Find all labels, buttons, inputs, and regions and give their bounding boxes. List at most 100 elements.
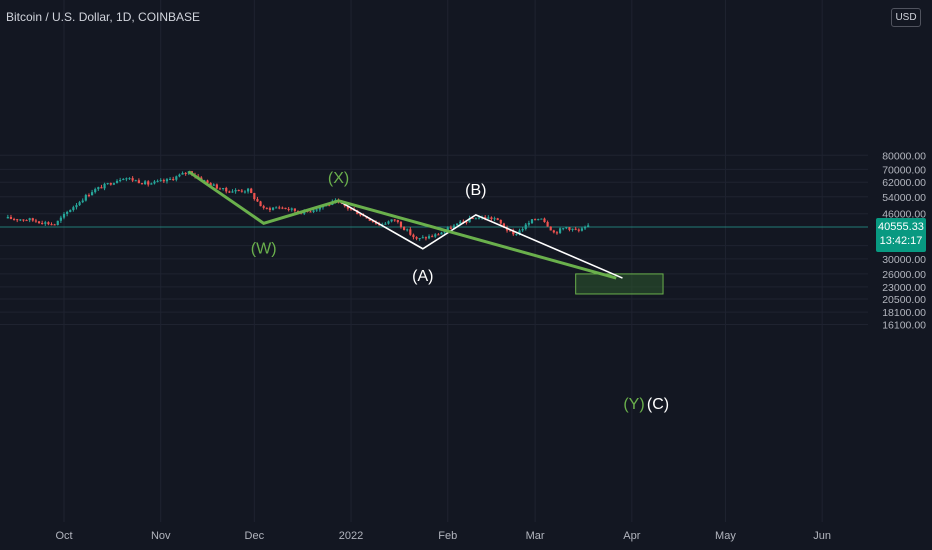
wave-label-a: (A) xyxy=(412,268,433,285)
candle-body xyxy=(487,217,490,219)
candle-body xyxy=(562,228,565,230)
candle-body xyxy=(144,181,147,185)
candle-body xyxy=(474,218,477,220)
candle-body xyxy=(465,221,468,223)
currency-badge[interactable]: USD xyxy=(891,8,921,27)
candle-body xyxy=(434,234,437,237)
candle-body xyxy=(583,227,587,229)
candle-body xyxy=(9,216,13,219)
y-tick-label: 18100.00 xyxy=(882,307,926,319)
candle-body xyxy=(228,191,231,193)
candle-body xyxy=(456,223,459,226)
candle-body xyxy=(509,230,512,232)
symbol-title[interactable]: Bitcoin / U.S. Dollar, 1D, COINBASE xyxy=(6,10,201,24)
candle-body xyxy=(368,218,371,221)
candle-body xyxy=(278,207,281,209)
candle-body xyxy=(424,237,428,239)
candle-body xyxy=(449,227,452,229)
candle-body xyxy=(150,183,153,185)
candle-body xyxy=(147,181,150,185)
candle-body xyxy=(468,217,471,223)
candle-body xyxy=(234,190,237,192)
candle-body xyxy=(62,213,66,218)
candle-body xyxy=(256,199,259,202)
candle-body xyxy=(312,210,315,212)
candle-body xyxy=(53,224,56,226)
candle-body xyxy=(162,180,165,182)
x-tick-label: Jun xyxy=(813,530,831,542)
candle-body xyxy=(452,225,456,229)
y-tick-label: 26000.00 xyxy=(882,269,926,281)
candle-body xyxy=(565,227,568,229)
candle-body xyxy=(290,208,293,210)
candle-body xyxy=(390,219,393,222)
candle-body xyxy=(409,229,412,235)
candle-body xyxy=(546,222,549,227)
candle-body xyxy=(253,193,256,200)
y-tick-label: 23000.00 xyxy=(882,282,926,294)
candle-body xyxy=(427,236,431,239)
candle-body xyxy=(259,201,262,207)
candle-body xyxy=(518,230,521,235)
candle-body xyxy=(537,219,540,221)
candle-body xyxy=(346,206,350,209)
wave-label-w: (W) xyxy=(251,240,277,257)
candle-body xyxy=(315,209,318,211)
candle-body xyxy=(265,207,268,209)
candle-body xyxy=(406,229,409,231)
candle-body xyxy=(293,208,296,211)
candle-body xyxy=(78,202,81,206)
candle-body xyxy=(527,223,530,225)
candle-body xyxy=(137,180,140,184)
candle-body xyxy=(109,183,112,185)
candle-body xyxy=(499,219,502,224)
candle-body xyxy=(128,178,131,180)
candle-body xyxy=(172,178,175,180)
candle-body xyxy=(534,219,537,221)
candle-body xyxy=(543,218,546,223)
candle-body xyxy=(250,188,253,194)
x-tick-label: Feb xyxy=(438,530,457,542)
candle-body xyxy=(502,223,506,228)
y-tick-label: 54000.00 xyxy=(882,192,926,204)
wave-label-x: (X) xyxy=(328,170,349,187)
candle-body xyxy=(281,207,284,209)
candle-body xyxy=(184,172,187,174)
wave-label-y: (Y) xyxy=(623,396,644,413)
candle-body xyxy=(421,237,424,239)
candle-body xyxy=(440,232,443,235)
candle-body xyxy=(19,219,22,221)
candle-body xyxy=(22,219,25,221)
candle-body xyxy=(90,192,94,196)
x-tick-label: Dec xyxy=(245,530,265,542)
wave-label-b: (B) xyxy=(465,182,486,199)
x-axis: Oct Nov Dec 2022 Feb Mar Apr May Jun xyxy=(55,530,831,542)
candle-body xyxy=(47,222,50,225)
x-tick-label: Nov xyxy=(151,530,171,542)
candle-body xyxy=(50,224,53,226)
candle-body xyxy=(540,218,543,220)
candle-body xyxy=(349,208,353,210)
candle-body xyxy=(524,224,527,229)
x-tick-label: Mar xyxy=(526,530,545,542)
candle-body xyxy=(140,183,144,185)
candle-body xyxy=(84,195,87,201)
candle-body xyxy=(359,214,362,216)
candle-body xyxy=(212,184,215,186)
candle-body xyxy=(515,234,518,236)
candle-body xyxy=(437,234,440,236)
candle-body xyxy=(59,217,62,221)
candle-body xyxy=(168,178,172,180)
candle-body xyxy=(580,228,584,231)
candle-body xyxy=(431,236,434,238)
candle-body xyxy=(100,187,103,189)
candle-body xyxy=(577,229,580,231)
candle-body xyxy=(125,178,128,180)
candle-body xyxy=(178,174,181,177)
candle-body xyxy=(309,211,312,213)
candle-body xyxy=(159,180,162,182)
candle-body xyxy=(31,218,34,221)
candle-body xyxy=(246,188,250,192)
y-tick-label: 46000.00 xyxy=(882,209,926,221)
